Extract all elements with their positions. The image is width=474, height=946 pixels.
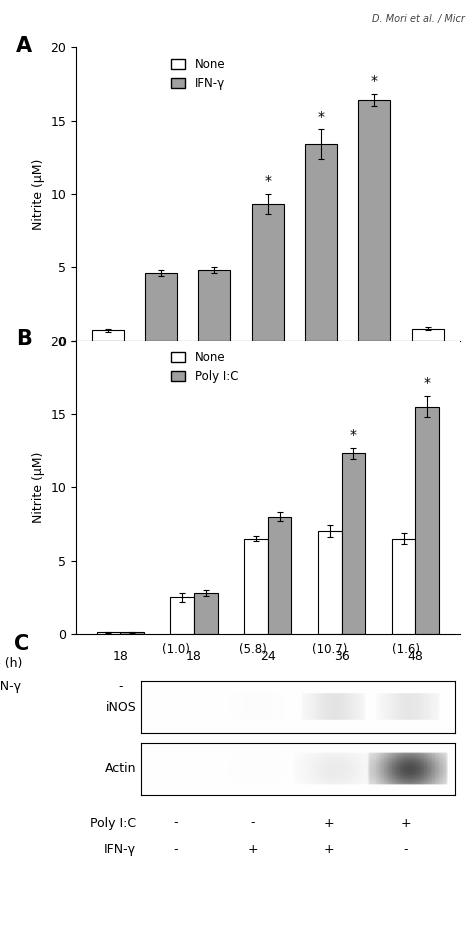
Text: (1.0): (1.0)	[162, 643, 190, 657]
Text: *: *	[318, 110, 325, 124]
Text: A: A	[16, 36, 32, 56]
Text: Time (h): Time (h)	[0, 657, 22, 670]
Bar	[145, 273, 177, 341]
Legend: None, Poly I:C: None, Poly I:C	[166, 346, 243, 388]
Text: *: *	[371, 75, 378, 88]
Text: +: +	[337, 680, 347, 693]
Bar	[416, 407, 439, 634]
Text: (10.7): (10.7)	[311, 643, 347, 657]
Bar	[252, 204, 284, 341]
Text: IFN-γ: IFN-γ	[0, 680, 22, 693]
Bar	[305, 144, 337, 341]
Bar	[318, 532, 342, 634]
Bar	[97, 632, 120, 634]
Text: C: C	[14, 634, 29, 654]
Text: (5.8): (5.8)	[238, 643, 266, 657]
Bar	[120, 632, 144, 634]
Bar	[412, 329, 444, 341]
Text: *: *	[350, 428, 357, 442]
Text: B: B	[16, 329, 32, 349]
Bar	[358, 100, 391, 341]
Bar	[170, 597, 194, 634]
Text: D. Mori et al. / Micr: D. Mori et al. / Micr	[372, 14, 465, 25]
Text: +: +	[263, 680, 273, 693]
Y-axis label: Nitrite (μM): Nitrite (μM)	[32, 451, 45, 523]
Text: *: *	[264, 174, 271, 188]
Text: -: -	[173, 816, 178, 830]
Bar	[342, 453, 365, 634]
Y-axis label: Nitrite (μM): Nitrite (μM)	[32, 158, 45, 230]
Text: -: -	[173, 843, 178, 856]
Text: IFN-γ: IFN-γ	[104, 843, 137, 856]
Bar	[194, 593, 218, 634]
Bar	[92, 330, 124, 341]
Bar	[244, 538, 268, 634]
Text: -: -	[250, 816, 255, 830]
Text: iNOS: iNOS	[106, 701, 137, 713]
Text: +: +	[324, 816, 335, 830]
Bar	[199, 271, 230, 341]
Text: -: -	[118, 680, 122, 693]
Bar	[268, 517, 292, 634]
Text: Actin: Actin	[105, 762, 137, 775]
Text: +: +	[247, 843, 258, 856]
Text: +: +	[189, 680, 199, 693]
Text: +: +	[324, 843, 335, 856]
Text: Poly I:C (μg/ml): Poly I:C (μg/ml)	[220, 378, 316, 392]
Text: -: -	[404, 843, 408, 856]
Text: *: *	[424, 377, 431, 391]
Legend: None, IFN-γ: None, IFN-γ	[166, 53, 230, 95]
Text: (1.6): (1.6)	[392, 643, 420, 657]
Text: +: +	[401, 816, 411, 830]
Bar	[392, 538, 416, 634]
Text: +: +	[410, 680, 421, 693]
Text: Poly I:C: Poly I:C	[90, 816, 137, 830]
